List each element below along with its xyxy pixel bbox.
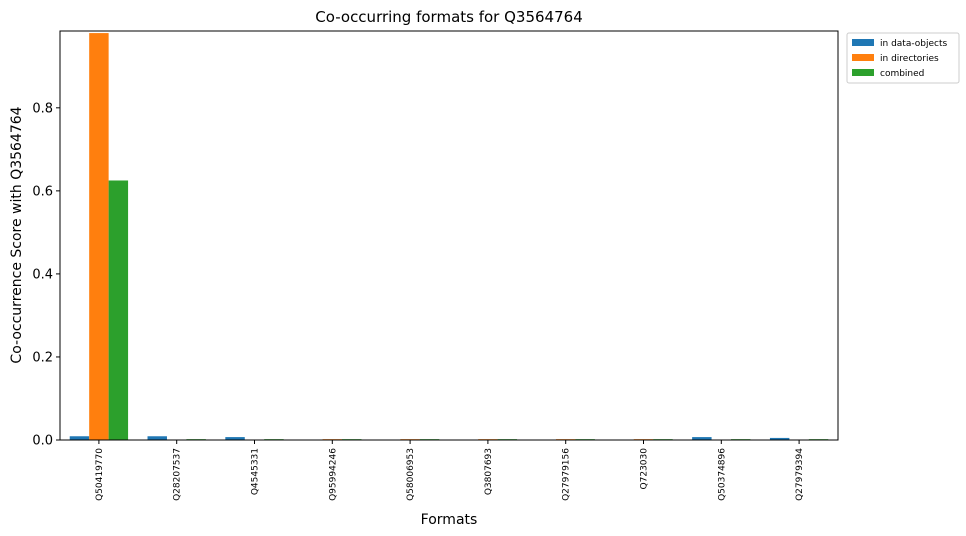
bars (69, 33, 829, 441)
x-tick-label: Q95994246 (328, 448, 338, 501)
legend-label: in directories (880, 54, 939, 64)
chart-title: Co-occurring formats for Q3564764 (315, 8, 582, 26)
legend-swatch (852, 54, 874, 61)
legend: in data-objects in directories combined (846, 32, 960, 84)
x-tick-label: Q58006953 (406, 448, 416, 501)
x-tick-label: Q27979394 (795, 448, 805, 501)
bar-Q50419770-in-directories (89, 33, 109, 440)
x-axis: Q50419770 Q28207537 Q4545331 Q95994246 Q5800… (95, 440, 805, 501)
y-tick-label: 0.8 (32, 101, 53, 116)
x-tick-label: Q723030 (640, 448, 650, 490)
y-axis: 0.0 0.2 0.4 0.6 0.8 (32, 101, 60, 449)
x-tick-label: Q27979156 (562, 448, 572, 501)
plot-frame (59, 30, 839, 441)
x-tick-label: Q3807693 (484, 448, 494, 495)
bar-Q27979394-in-data-objects (769, 437, 790, 440)
y-tick-label: 0.0 (32, 434, 53, 449)
x-axis-title: Formats (421, 512, 478, 528)
y-tick-label: 0.2 (32, 350, 53, 365)
bar-Q50419770-combined (108, 180, 129, 441)
legend-label: combined (880, 69, 924, 79)
x-tick-label: Q4545331 (251, 448, 261, 495)
bar-Q28207537-in-data-objects (147, 436, 167, 440)
y-tick-label: 0.6 (32, 184, 53, 199)
bar-Q50374896-in-data-objects (692, 437, 712, 440)
y-axis-title: Co-occurrence Score with Q3564764 (9, 106, 25, 363)
x-tick-label: Q50419770 (95, 448, 105, 501)
x-tick-label: Q28207537 (173, 448, 183, 501)
y-tick-label: 0.4 (32, 267, 53, 282)
legend-swatch (852, 69, 874, 76)
legend-label: in data-objects (880, 39, 947, 49)
legend-swatch (852, 39, 874, 46)
bar-Q50419770-in-data-objects (69, 436, 90, 440)
legend-frame (846, 32, 960, 84)
bar-Q4545331-in-data-objects (225, 437, 245, 440)
x-tick-label: Q50374896 (717, 448, 727, 501)
